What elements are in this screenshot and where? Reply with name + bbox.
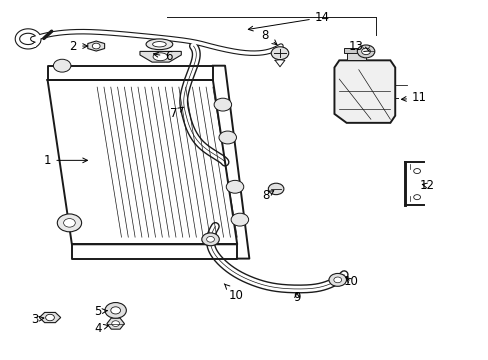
- Text: 14: 14: [248, 11, 329, 31]
- Bar: [346, 53, 366, 60]
- Circle shape: [45, 314, 54, 321]
- Circle shape: [53, 59, 71, 72]
- Text: 9: 9: [293, 291, 300, 305]
- Text: 10: 10: [224, 284, 243, 302]
- Bar: [344, 48, 368, 53]
- Ellipse shape: [153, 53, 167, 61]
- Text: 12: 12: [419, 179, 433, 192]
- Circle shape: [214, 98, 231, 111]
- Circle shape: [361, 48, 370, 55]
- Ellipse shape: [146, 39, 172, 50]
- Circle shape: [57, 214, 81, 232]
- Text: 8: 8: [261, 29, 276, 45]
- Circle shape: [357, 45, 374, 58]
- Ellipse shape: [152, 41, 166, 47]
- Polygon shape: [107, 318, 124, 329]
- Circle shape: [105, 302, 126, 318]
- Text: 10: 10: [344, 275, 358, 288]
- Text: 8: 8: [262, 189, 273, 202]
- Text: 2: 2: [69, 40, 87, 53]
- Circle shape: [231, 213, 248, 226]
- Text: 4: 4: [94, 322, 108, 335]
- Circle shape: [219, 131, 236, 144]
- Circle shape: [226, 180, 244, 193]
- Circle shape: [112, 321, 119, 327]
- Text: 3: 3: [31, 313, 44, 326]
- Circle shape: [271, 47, 288, 60]
- Circle shape: [111, 307, 120, 314]
- Circle shape: [413, 168, 420, 174]
- Circle shape: [202, 233, 219, 246]
- Circle shape: [328, 274, 346, 286]
- Circle shape: [268, 183, 284, 195]
- Text: 6: 6: [153, 50, 173, 63]
- Text: 5: 5: [94, 305, 107, 318]
- Text: 1: 1: [44, 154, 87, 167]
- Text: 13: 13: [348, 40, 368, 53]
- Text: 7: 7: [170, 107, 183, 120]
- Polygon shape: [334, 60, 394, 123]
- Circle shape: [413, 195, 420, 200]
- Polygon shape: [39, 312, 61, 323]
- Text: 11: 11: [401, 91, 426, 104]
- Circle shape: [92, 43, 100, 49]
- Circle shape: [63, 219, 75, 227]
- Circle shape: [206, 237, 214, 242]
- Polygon shape: [88, 41, 104, 51]
- Circle shape: [333, 277, 341, 283]
- Polygon shape: [140, 51, 181, 62]
